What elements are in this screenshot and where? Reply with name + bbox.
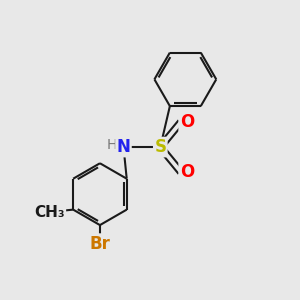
Text: CH₃: CH₃ [34, 205, 65, 220]
Text: N: N [117, 138, 130, 156]
Text: O: O [180, 113, 194, 131]
Text: S: S [154, 138, 166, 156]
Text: O: O [180, 163, 194, 181]
Text: Br: Br [89, 235, 110, 253]
Text: H: H [107, 138, 118, 152]
